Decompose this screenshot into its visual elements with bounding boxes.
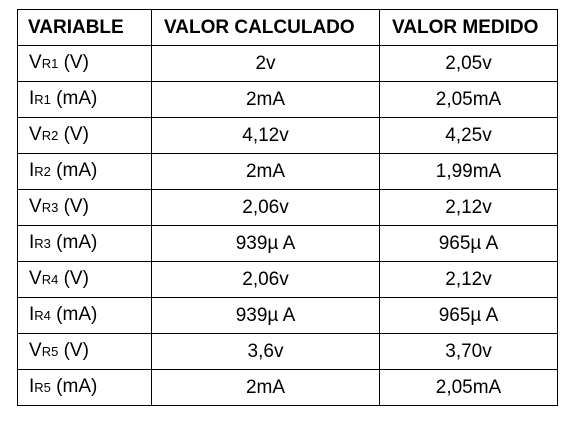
variable-subscript: R1 [34, 92, 51, 107]
variable-cell: IR2 (mA) [17, 153, 152, 190]
variable-unit: (V) [58, 268, 89, 289]
variable-symbol: V [29, 124, 42, 145]
table-header-row: VARIABLE VALOR CALCULADO VALOR MEDIDO [17, 9, 558, 46]
variable-unit: (mA) [50, 376, 98, 397]
table-row: IR4 (mA) 939µ A 965µ A [17, 297, 558, 334]
variable-cell: VR5 (V) [17, 333, 152, 370]
measurements-table: VARIABLE VALOR CALCULADO VALOR MEDIDO VR… [17, 9, 558, 406]
table-row: VR3 (V) 2,06v 2,12v [17, 189, 558, 226]
variable-unit: (mA) [50, 304, 98, 325]
variable-cell: IR4 (mA) [17, 297, 152, 334]
table-row: VR4 (V) 2,06v 2,12v [17, 261, 558, 298]
variable-cell: VR3 (V) [17, 189, 152, 226]
variable-symbol: I [29, 232, 35, 253]
calculated-value-cell: 2v [151, 45, 380, 82]
variable-cell: IR1 (mA) [17, 81, 152, 118]
measured-value-cell: 2,05v [379, 45, 558, 82]
variable-subscript: R3 [41, 200, 59, 215]
variable-symbol: V [29, 52, 42, 73]
measured-value-cell: 965µ A [379, 297, 558, 334]
variable-symbol: I [29, 376, 35, 397]
table-row: IR3 (mA) 939µ A 965µ A [17, 225, 558, 262]
variable-unit: (V) [58, 340, 89, 361]
measured-value-cell: 965µ A [379, 225, 558, 262]
measured-value-cell: 4,25v [379, 117, 558, 154]
variable-subscript: R2 [41, 128, 59, 143]
variable-cell: IR5 (mA) [17, 369, 152, 406]
variable-symbol: V [29, 340, 42, 361]
measured-value-cell: 2,05mA [379, 81, 558, 118]
variable-symbol: V [29, 268, 42, 289]
variable-unit: (V) [58, 124, 89, 145]
variable-subscript: R4 [34, 308, 51, 323]
variable-subscript: R5 [41, 344, 59, 359]
calculated-value-cell: 2,06v [151, 261, 380, 298]
measured-value-cell: 3,70v [379, 333, 558, 370]
variable-subscript: R2 [34, 164, 51, 179]
table-row: VR2 (V) 4,12v 4,25v [17, 117, 558, 154]
variable-unit: (mA) [50, 160, 98, 181]
table-row: VR5 (V) 3,6v 3,70v [17, 333, 558, 370]
header-variable: VARIABLE [17, 9, 152, 46]
variable-subscript: R1 [41, 56, 59, 71]
variable-cell: VR1 (V) [17, 45, 152, 82]
calculated-value-cell: 2mA [151, 153, 380, 190]
variable-subscript: R5 [34, 380, 51, 395]
calculated-value-cell: 939µ A [151, 225, 380, 262]
variable-unit: (V) [58, 196, 89, 217]
measured-value-cell: 2,12v [379, 261, 558, 298]
variable-cell: VR4 (V) [17, 261, 152, 298]
table-row: IR5 (mA) 2mA 2,05mA [17, 369, 558, 406]
calculated-value-cell: 939µ A [151, 297, 380, 334]
variable-subscript: R4 [41, 272, 59, 287]
measured-value-cell: 2,12v [379, 189, 558, 226]
variable-symbol: V [29, 196, 42, 217]
variable-subscript: R3 [34, 236, 51, 251]
header-calculated-value: VALOR CALCULADO [151, 9, 380, 46]
calculated-value-cell: 2mA [151, 369, 380, 406]
header-measured-value: VALOR MEDIDO [379, 9, 558, 46]
table-row: IR1 (mA) 2mA 2,05mA [17, 81, 558, 118]
variable-symbol: I [29, 88, 35, 109]
variable-cell: IR3 (mA) [17, 225, 152, 262]
table-row: VR1 (V) 2v 2,05v [17, 45, 558, 82]
calculated-value-cell: 2mA [151, 81, 380, 118]
calculated-value-cell: 4,12v [151, 117, 380, 154]
calculated-value-cell: 2,06v [151, 189, 380, 226]
variable-unit: (mA) [50, 88, 98, 109]
variable-cell: VR2 (V) [17, 117, 152, 154]
calculated-value-cell: 3,6v [151, 333, 380, 370]
measured-value-cell: 1,99mA [379, 153, 558, 190]
variable-unit: (V) [58, 52, 89, 73]
table-row: IR2 (mA) 2mA 1,99mA [17, 153, 558, 190]
variable-symbol: I [29, 304, 35, 325]
measured-value-cell: 2,05mA [379, 369, 558, 406]
variable-symbol: I [29, 160, 35, 181]
variable-unit: (mA) [50, 232, 98, 253]
